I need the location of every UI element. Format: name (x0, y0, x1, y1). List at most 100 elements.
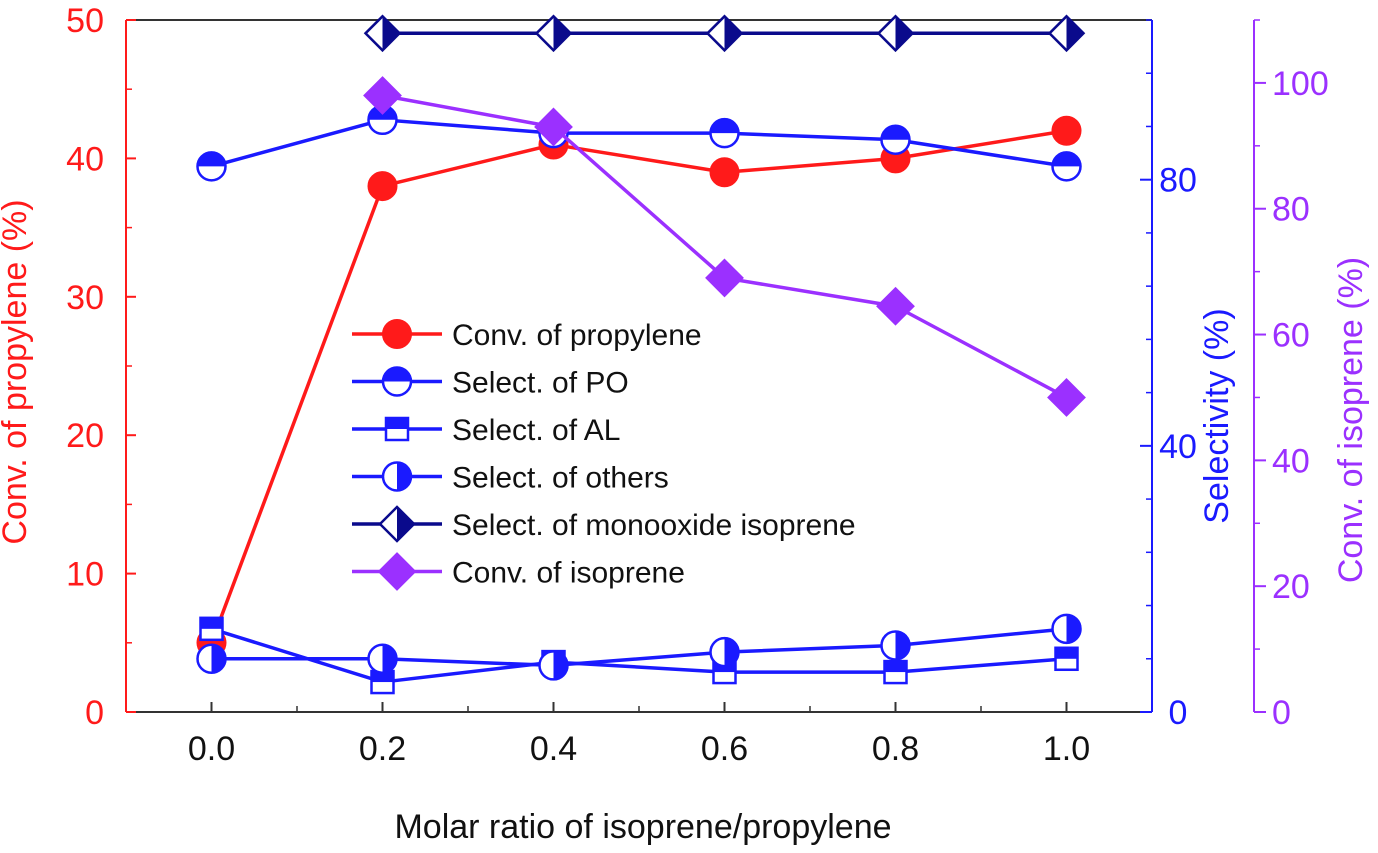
series-line-conv-of-propylene (209, 128, 1067, 644)
data-point-select-of-others (367, 643, 398, 675)
legend-label-select-of-al: Select. of AL (452, 414, 620, 447)
marker-fill (724, 16, 742, 51)
marker-shape (382, 319, 412, 349)
data-point-select-of-al (883, 659, 908, 685)
selectivity-axis-title: Selectivity (%) (1198, 308, 1236, 523)
data-point-select-of-monooxide-isoprene (534, 14, 573, 53)
data-point-select-of-po (1051, 151, 1082, 182)
data-point-select-of-po (196, 151, 227, 182)
legend-label-select-of-others: Select. of others (452, 462, 669, 495)
legend-marker-select-of-monooxide-isoprene (378, 505, 416, 543)
legend-marker-select-of-al (384, 416, 410, 442)
legend: Conv. of propylene Select. of PO Select. o… (352, 319, 856, 591)
isoprene-axis-tick-label: 20 (1272, 568, 1310, 606)
legend-label-conv-of-isoprene: Conv. of isoprene (452, 557, 685, 590)
series-line-select-of-al (210, 627, 1067, 684)
selectivity-tick-label: 0 (1169, 694, 1188, 732)
marker-fill (553, 651, 568, 680)
data-point-select-of-al (1054, 646, 1079, 672)
marker-fill (200, 617, 223, 629)
data-point-conv-of-propylene (709, 157, 740, 188)
marker-fill (895, 16, 913, 51)
marker-fill (895, 631, 910, 660)
data-point-select-of-others (196, 643, 227, 675)
x-tick-label: 1.0 (1043, 730, 1090, 768)
data-point-conv-of-propylene (367, 171, 398, 202)
series-group (196, 14, 1086, 695)
marker-fill (211, 644, 226, 673)
x-tick-label: 0.0 (188, 730, 235, 768)
data-point-select-of-others (709, 636, 740, 668)
marker-fill (553, 16, 571, 51)
marker-fill (197, 152, 226, 167)
data-point-conv-of-isoprene (705, 258, 744, 298)
legend-marker-conv-of-isoprene (377, 552, 417, 591)
selectivity-tick-label: 80 (1159, 162, 1197, 200)
data-point-select-of-monooxide-isoprene (705, 14, 744, 53)
marker-fill (884, 661, 907, 673)
legend-label-conv-of-propylene: Conv. of propylene (452, 319, 702, 352)
legend-label-select-of-po: Select. of PO (452, 367, 629, 400)
isoprene-axis-tick-label: 0 (1272, 694, 1291, 732)
marker-shape (709, 157, 740, 188)
data-point-select-of-po (880, 124, 911, 156)
marker-fill (881, 125, 910, 140)
marker-fill (397, 507, 414, 541)
data-point-select-of-al (199, 616, 224, 642)
data-point-select-of-monooxide-isoprene (876, 14, 915, 53)
marker-shape (377, 552, 417, 591)
left-tick-label: 10 (66, 556, 104, 594)
marker-fill (710, 119, 739, 134)
marker-shape (876, 286, 915, 326)
marker-fill (724, 638, 739, 667)
data-point-select-of-others (538, 650, 569, 681)
legend-marker-select-of-po (381, 366, 413, 397)
marker-fill (382, 644, 397, 673)
x-tick-label: 0.6 (701, 730, 748, 768)
selectivity-tick-label: 40 (1159, 428, 1197, 466)
data-point-conv-of-isoprene (534, 107, 573, 147)
isoprene-axis-tick-label: 100 (1272, 65, 1329, 103)
legend-marker-select-of-others (381, 461, 413, 492)
data-point-select-of-others (880, 630, 911, 661)
data-point-conv-of-isoprene (363, 76, 402, 115)
left-tick-label: 20 (66, 417, 104, 455)
marker-fill (383, 367, 411, 382)
data-point-conv-of-propylene (1051, 115, 1082, 146)
isoprene-axis-tick-label: 40 (1272, 442, 1310, 480)
marker-fill (382, 16, 400, 51)
left-tick-label: 40 (66, 140, 104, 178)
data-point-conv-of-isoprene (876, 286, 915, 326)
marker-shape (534, 107, 573, 147)
series-line-select-of-others (211, 627, 1067, 668)
marker-shape (1051, 115, 1082, 146)
series-line-select-of-po (211, 118, 1067, 169)
isoprene-axis-tick-label: 80 (1272, 191, 1310, 229)
marker-shape (1047, 378, 1086, 417)
x-axis-title: Molar ratio of isoprene/propylene (394, 808, 891, 846)
left-axis-title: Conv. of propylene (%) (0, 199, 34, 544)
data-point-select-of-others (1051, 613, 1082, 645)
marker-fill (1052, 152, 1081, 167)
left-tick-label: 0 (85, 694, 104, 732)
marker-shape (363, 76, 402, 115)
left-tick-label: 30 (66, 279, 104, 317)
marker-fill (371, 671, 394, 683)
marker-fill (1055, 647, 1078, 659)
marker-shape (705, 258, 744, 298)
legend-marker-conv-of-propylene (382, 319, 412, 349)
marker-shape (367, 171, 398, 202)
x-tick-label: 0.4 (530, 730, 577, 768)
data-point-select-of-monooxide-isoprene (1047, 14, 1086, 53)
data-point-select-of-monooxide-isoprene (363, 14, 402, 53)
marker-fill (1066, 16, 1084, 51)
isoprene-axis-tick-label: 60 (1272, 317, 1310, 355)
isoprene-axis-title: Conv. of isoprene (%) (1332, 257, 1370, 583)
marker-fill (386, 418, 408, 429)
legend-label-select-of-monooxide-isoprene: Select. of monooxide isoprene (452, 509, 856, 542)
data-point-select-of-po (709, 117, 740, 149)
marker-fill (397, 462, 411, 491)
